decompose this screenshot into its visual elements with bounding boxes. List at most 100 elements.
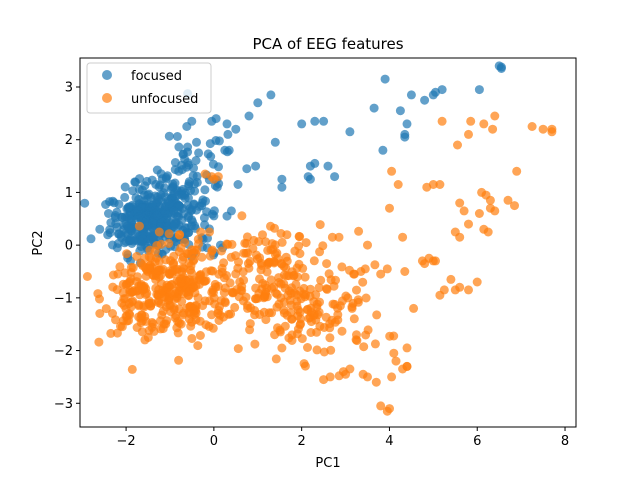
point-focused <box>86 234 96 244</box>
point-unfocused <box>277 343 287 353</box>
point-unfocused <box>503 195 513 205</box>
point-unfocused <box>243 301 252 310</box>
point-unfocused <box>353 295 363 305</box>
point-unfocused <box>314 283 324 293</box>
point-focused <box>270 137 280 147</box>
point-unfocused <box>133 285 143 295</box>
y-tick-label: 3 <box>65 80 73 95</box>
point-unfocused <box>144 263 154 273</box>
point-unfocused <box>282 230 292 240</box>
points-layer <box>80 61 557 416</box>
point-unfocused <box>389 348 399 358</box>
point-focused <box>152 211 162 220</box>
point-focused <box>222 211 232 221</box>
point-focused <box>112 243 122 253</box>
point-focused <box>101 200 111 209</box>
point-focused <box>124 202 133 212</box>
point-unfocused <box>194 271 204 281</box>
point-focused <box>200 185 210 195</box>
point-focused <box>192 137 201 147</box>
point-unfocused <box>271 354 281 364</box>
y-tick-label: 2 <box>65 133 73 148</box>
point-unfocused <box>402 343 412 353</box>
point-unfocused <box>359 342 369 352</box>
point-unfocused <box>169 303 179 313</box>
point-unfocused <box>292 329 302 339</box>
point-unfocused <box>376 269 386 279</box>
point-focused <box>380 74 390 84</box>
point-unfocused <box>356 267 366 276</box>
point-unfocused <box>255 253 265 263</box>
point-unfocused <box>437 116 447 126</box>
point-focused <box>194 201 204 211</box>
point-unfocused <box>143 333 153 342</box>
point-unfocused <box>208 285 218 295</box>
point-unfocused <box>234 292 244 302</box>
point-unfocused <box>280 283 290 293</box>
point-focused <box>172 132 182 141</box>
point-focused <box>201 196 210 206</box>
point-unfocused <box>409 303 419 313</box>
point-focused <box>120 182 130 192</box>
point-unfocused <box>435 180 445 189</box>
point-unfocused <box>354 226 364 236</box>
point-unfocused <box>226 252 236 262</box>
point-unfocused <box>144 296 154 306</box>
point-unfocused <box>159 319 169 329</box>
point-focused <box>164 131 174 141</box>
point-unfocused <box>205 251 215 261</box>
x-tick-label: 0 <box>210 434 218 449</box>
point-unfocused <box>464 129 473 139</box>
point-unfocused <box>325 323 335 333</box>
point-focused <box>242 164 252 174</box>
point-unfocused <box>294 231 304 241</box>
point-unfocused <box>309 256 319 266</box>
point-focused <box>108 196 118 206</box>
point-unfocused <box>371 377 381 387</box>
point-unfocused <box>134 221 144 231</box>
point-focused <box>310 158 320 168</box>
point-unfocused <box>455 282 465 292</box>
point-focused <box>233 180 243 189</box>
point-focused <box>223 129 233 139</box>
point-unfocused <box>322 284 332 294</box>
point-unfocused <box>428 180 438 189</box>
point-unfocused <box>93 289 103 299</box>
point-unfocused <box>197 252 207 262</box>
point-unfocused <box>435 290 445 300</box>
point-unfocused <box>331 275 340 285</box>
x-tick-label: 6 <box>473 434 481 449</box>
point-focused <box>214 136 224 146</box>
point-unfocused <box>479 119 489 129</box>
point-unfocused <box>322 259 332 269</box>
point-unfocused <box>250 339 260 349</box>
point-unfocused <box>490 206 500 216</box>
point-unfocused <box>208 266 218 276</box>
point-focused <box>330 172 340 182</box>
point-unfocused <box>132 323 142 332</box>
point-unfocused <box>315 247 325 257</box>
point-unfocused <box>391 356 401 366</box>
point-unfocused <box>111 315 120 325</box>
point-unfocused <box>154 227 164 237</box>
point-unfocused <box>198 301 208 311</box>
point-unfocused <box>270 330 280 340</box>
point-unfocused <box>402 361 412 371</box>
point-unfocused <box>270 240 280 250</box>
point-unfocused <box>287 314 297 324</box>
point-unfocused <box>274 299 284 309</box>
point-unfocused <box>210 299 220 309</box>
point-unfocused <box>349 314 359 324</box>
point-unfocused <box>382 264 392 274</box>
point-unfocused <box>334 232 344 242</box>
point-unfocused <box>459 206 469 216</box>
point-unfocused <box>302 305 312 315</box>
x-tick-label: 4 <box>385 434 393 449</box>
point-unfocused <box>149 326 159 336</box>
point-unfocused <box>187 334 197 343</box>
point-unfocused <box>294 241 304 251</box>
point-unfocused <box>184 258 194 268</box>
point-focused <box>496 62 506 72</box>
point-focused <box>244 111 254 121</box>
point-focused <box>189 163 198 173</box>
